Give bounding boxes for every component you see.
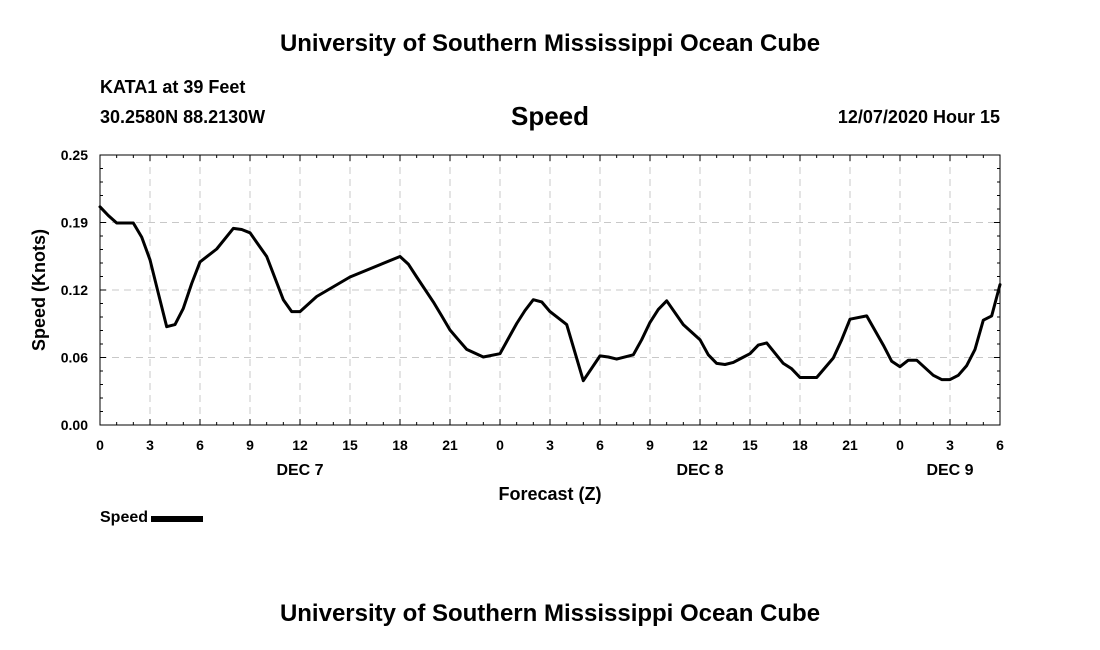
x-tick-label: 12 [692, 437, 708, 453]
x-tick-label: 9 [646, 437, 654, 453]
y-axis-label: Speed (Knots) [29, 229, 49, 351]
x-tick-label: 0 [896, 437, 904, 453]
location-label: 30.2580N 88.2130W [100, 107, 266, 127]
x-axis-label: Forecast (Z) [498, 484, 601, 504]
speed-chart: 0.00 0.06 0.12 0.19 0.25 0 3 6 9 12 15 18 21 0 3 6 9 12 15… [29, 147, 1004, 504]
date-label: DEC 8 [676, 462, 723, 479]
x-tick-label: 3 [946, 437, 954, 453]
x-tick-label: 6 [996, 437, 1004, 453]
x-tick-label: 18 [392, 437, 408, 453]
x-tick-label: 0 [496, 437, 504, 453]
y-tick-label: 0.25 [61, 147, 88, 163]
date-label: DEC 9 [926, 462, 973, 479]
x-tick-label: 9 [246, 437, 254, 453]
x-tick-label: 15 [342, 437, 358, 453]
x-tick-label: 6 [196, 437, 204, 453]
x-tick-label: 3 [146, 437, 154, 453]
variable-label: Speed [510, 101, 590, 131]
date-label: DEC 7 [276, 462, 323, 479]
x-tick-label: 15 [742, 437, 758, 453]
y-tick-label: 0.00 [61, 417, 88, 433]
chart-title-bottom: University of Southern Mississippi Ocean… [279, 600, 821, 627]
chart-title-top: University of Southern Mississippi Ocean… [279, 30, 821, 57]
x-tick-label: 12 [292, 437, 308, 453]
x-tick-label: 21 [442, 437, 458, 453]
x-tick-label: 18 [792, 437, 808, 453]
y-tick-label: 0.12 [61, 282, 88, 298]
y-tick-label: 0.06 [61, 350, 88, 366]
legend-label: Speed [100, 509, 149, 526]
y-tick-label: 0.19 [61, 215, 88, 231]
x-tick-label: 0 [96, 437, 104, 453]
legend: Speed [100, 509, 204, 527]
station-label: KATA1 at 39 Feet [100, 77, 246, 97]
x-tick-label: 3 [546, 437, 554, 453]
issued-time-label: 12/07/2020 Hour 15 [837, 107, 1000, 127]
legend-line-swatch [151, 516, 204, 522]
x-tick-label: 6 [596, 437, 604, 453]
speed-series-line [98, 205, 1002, 383]
x-tick-label: 21 [842, 437, 858, 453]
